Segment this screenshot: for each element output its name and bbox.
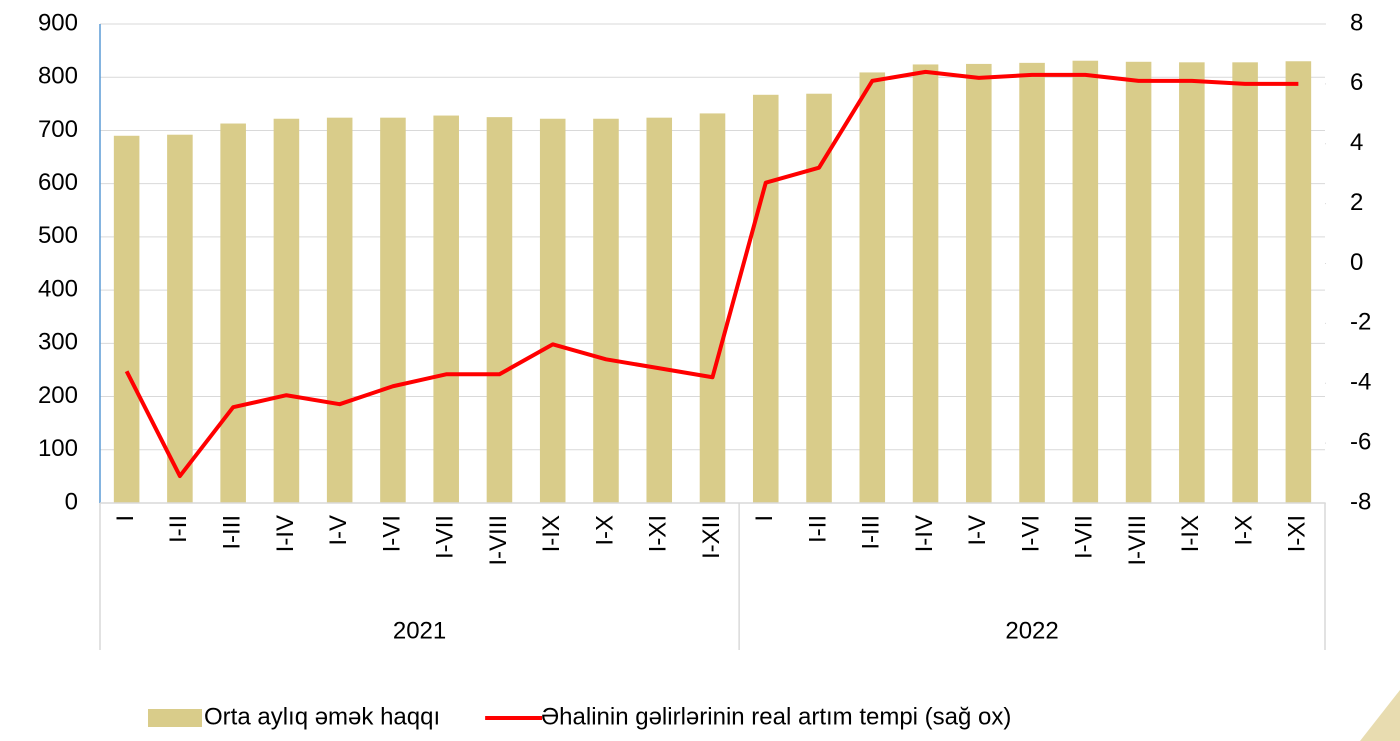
- bar: [113, 135, 140, 503]
- x-tick-label: I-IX: [538, 515, 565, 552]
- bar: [1072, 60, 1099, 504]
- bar: [1232, 62, 1258, 503]
- y-tick-label: 300: [38, 329, 78, 356]
- y2-tick-label: 8: [1350, 9, 1363, 36]
- bar: [859, 72, 886, 503]
- x-tick-label: I: [751, 515, 778, 522]
- y-tick-label: 600: [38, 169, 78, 196]
- legend-label: Orta aylıq əmək haqqı: [204, 703, 440, 730]
- bar: [1125, 61, 1152, 503]
- x-tick-label: I-IX: [1177, 515, 1204, 552]
- x-tick-label: I-III: [218, 515, 245, 550]
- x-tick-label: I-V: [964, 515, 991, 546]
- bar: [326, 117, 353, 503]
- x-tick-label: I-III: [858, 515, 885, 550]
- x-tick-label: I-X: [591, 515, 618, 546]
- y-tick-label: 0: [65, 488, 78, 515]
- x-tick-label: I-XII: [698, 515, 725, 559]
- y-tick-label: 500: [38, 222, 78, 249]
- bar: [646, 117, 673, 503]
- x-tick-label: I-VII: [432, 515, 459, 559]
- x-tick-label: I-VIII: [485, 515, 512, 566]
- y-tick-label: 200: [38, 382, 78, 409]
- bar: [593, 118, 619, 503]
- bar: [806, 93, 832, 504]
- bar: [1285, 61, 1312, 503]
- bar: [380, 117, 406, 503]
- legend-swatch: [148, 709, 202, 727]
- bar: [1019, 62, 1045, 503]
- x-tick-label: I-IV: [911, 515, 938, 552]
- y2-tick-label: -8: [1350, 488, 1371, 515]
- y2-tick-label: -2: [1350, 309, 1371, 336]
- bar: [167, 134, 193, 504]
- x-tick-label: I-VIII: [1124, 515, 1151, 566]
- x-tick-label: I-XI: [645, 515, 672, 552]
- x-tick-label: I-IV: [272, 515, 299, 552]
- bar: [699, 113, 726, 503]
- bar: [273, 118, 300, 503]
- y2-tick-label: 4: [1350, 129, 1363, 156]
- group-label: 2021: [393, 617, 446, 644]
- x-tick-label: I-X: [1230, 515, 1257, 546]
- bar: [486, 117, 513, 503]
- y2-tick-label: 2: [1350, 189, 1363, 216]
- line: [124, 69, 1299, 479]
- y2-tick-label: 6: [1350, 69, 1363, 96]
- y2-tick-label: 0: [1350, 249, 1363, 276]
- y2-tick-label: -4: [1350, 369, 1371, 396]
- x-tick-label: I-XI: [1284, 515, 1311, 552]
- x-tick-label: I-II: [165, 515, 192, 543]
- x-tick-label: I: [112, 515, 139, 522]
- bar: [1179, 62, 1205, 503]
- bar: [912, 64, 939, 504]
- bar: [539, 118, 566, 503]
- decoration: [1360, 690, 1400, 741]
- legend-label: Əhalinin gəlirlərinin real artım tempi (…: [541, 703, 1011, 730]
- bar: [433, 115, 459, 503]
- y-tick-label: 900: [38, 9, 78, 36]
- x-tick-label: I-V: [325, 515, 352, 546]
- bar: [220, 123, 246, 503]
- group-label: 2022: [1005, 617, 1058, 644]
- x-tick-label: I-II: [804, 515, 831, 543]
- y2-tick-label: -6: [1350, 428, 1371, 455]
- bar: [752, 94, 779, 503]
- y-tick-label: 100: [38, 435, 78, 462]
- bar: [966, 63, 992, 504]
- x-tick-label: I-VII: [1071, 515, 1098, 559]
- y-tick-label: 800: [38, 63, 78, 90]
- x-tick-label: I-VI: [378, 515, 405, 552]
- y-tick-label: 700: [38, 116, 78, 143]
- x-tick-label: I-VI: [1017, 515, 1044, 552]
- y-tick-label: 400: [38, 275, 78, 302]
